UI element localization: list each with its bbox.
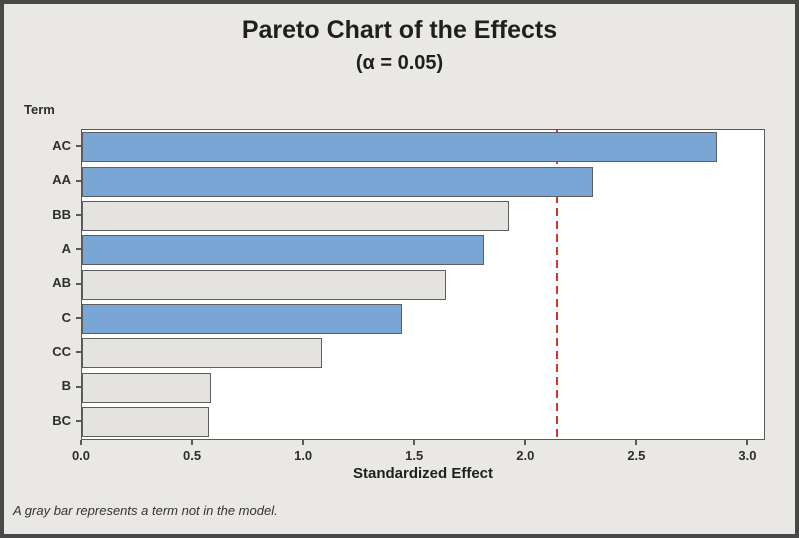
x-tick-label-3.0: 3.0 xyxy=(738,448,757,463)
y-label-BC: BC xyxy=(52,412,71,428)
chart-subtitle: (α = 0.05) xyxy=(355,52,444,74)
y-tick-BB xyxy=(76,213,81,216)
y-tick-AB xyxy=(76,282,81,285)
bar-BC xyxy=(82,406,209,437)
bar-rows xyxy=(82,130,764,439)
y-axis-ticks xyxy=(76,129,81,440)
x-tick-label-2.5: 2.5 xyxy=(627,448,646,463)
y-label-AC: AC xyxy=(52,138,71,153)
x-tick-label-1.5: 1.5 xyxy=(405,448,424,463)
bar-AB xyxy=(82,269,447,300)
x-tick-label-0.0: 0.0 xyxy=(71,448,91,463)
x-tick-label-1.0: 1.0 xyxy=(294,448,313,463)
significance-reference-line xyxy=(556,130,559,439)
y-label-BB: BB xyxy=(52,206,71,222)
x-axis: 0.0 0.5 1.0 1.5 2.0 2.5 3.0 xyxy=(72,440,765,470)
x-tick-label-0.5: 0.5 xyxy=(183,448,202,463)
plot-area xyxy=(81,129,765,440)
y-label-AB: AB xyxy=(52,275,71,291)
footnote: A gray bar represents a term not in the … xyxy=(13,503,278,518)
bar-B xyxy=(82,372,211,403)
y-label-A: A xyxy=(61,241,71,256)
chart-title: Pareto Chart of the Effects xyxy=(241,16,558,44)
y-tick-AA xyxy=(76,179,81,182)
y-label-CC: CC xyxy=(52,344,71,359)
y-axis-labels: AC AA BB A AB C CC B BC xyxy=(0,129,71,440)
x-tick-label-2.0: 2.0 xyxy=(516,448,535,463)
x-tick-mark-1.0 xyxy=(302,440,305,445)
y-label-C: C xyxy=(61,309,71,325)
x-axis-title: Standardized Effect xyxy=(352,465,494,482)
bar-A xyxy=(82,235,485,266)
x-tick-mark-3.0 xyxy=(746,440,749,445)
y-tick-C xyxy=(76,316,81,319)
x-tick-mark-2.0 xyxy=(524,440,527,445)
bar-C xyxy=(82,303,402,334)
y-tick-CC xyxy=(76,351,81,354)
y-tick-AC xyxy=(76,145,81,148)
y-axis-title: Term xyxy=(24,102,55,117)
x-tick-mark-0.0 xyxy=(80,440,82,445)
y-tick-A xyxy=(76,248,81,251)
y-tick-B xyxy=(76,385,81,388)
y-label-AA: AA xyxy=(52,172,71,188)
bar-AC xyxy=(82,132,718,163)
x-tick-mark-2.5 xyxy=(635,440,638,445)
x-tick-mark-0.5 xyxy=(191,440,194,445)
y-tick-BC xyxy=(76,419,81,422)
y-label-B: B xyxy=(61,378,71,394)
bar-AA xyxy=(82,166,593,197)
x-tick-mark-1.5 xyxy=(413,440,416,445)
bar-CC xyxy=(82,338,322,369)
bar-BB xyxy=(82,200,509,231)
